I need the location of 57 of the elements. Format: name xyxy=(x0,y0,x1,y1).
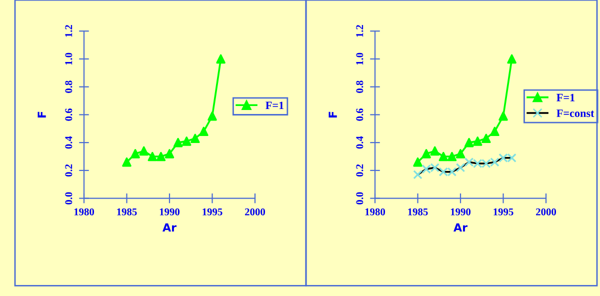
x-axis-title: Ar xyxy=(454,223,468,232)
point xyxy=(413,157,422,167)
y-tick-label: 0.4 xyxy=(356,136,364,149)
point xyxy=(456,163,466,172)
point xyxy=(130,149,140,158)
x-tick-label: 1985 xyxy=(408,208,428,216)
point xyxy=(139,146,148,156)
legend-label: F=1 xyxy=(266,102,284,110)
y-tick-label: 1.0 xyxy=(356,52,364,65)
x-tick-label: 1980 xyxy=(74,208,94,216)
point xyxy=(430,146,440,156)
x-tick-label: 2000 xyxy=(245,208,266,216)
point xyxy=(482,134,491,144)
point xyxy=(173,138,183,148)
y-tick-label: 1.2 xyxy=(356,25,364,37)
point xyxy=(498,111,508,121)
point xyxy=(456,149,466,158)
point xyxy=(148,152,158,162)
point xyxy=(122,157,132,167)
y-tick-label: 0.0 xyxy=(65,192,72,204)
y-tick-label: 0.0 xyxy=(356,192,364,204)
point xyxy=(464,138,474,148)
point xyxy=(413,170,422,180)
y-tick-label: 0.6 xyxy=(356,108,364,121)
point xyxy=(190,134,200,144)
x-tick-label: 1980 xyxy=(365,208,386,216)
point xyxy=(507,54,516,64)
legend-label: F=1 xyxy=(556,94,575,102)
point xyxy=(422,149,431,158)
point xyxy=(156,152,166,162)
y-axis-title: F xyxy=(38,112,46,118)
point xyxy=(199,126,208,136)
y-tick-label: 0.2 xyxy=(65,164,72,177)
y-tick-label: 1.0 xyxy=(65,52,72,65)
x-tick-label: 1990 xyxy=(450,208,471,216)
point xyxy=(438,152,448,162)
point xyxy=(164,149,174,158)
x-tick-label: 1995 xyxy=(494,208,514,216)
point xyxy=(216,54,226,64)
point xyxy=(182,136,192,146)
x-tick-label: 1985 xyxy=(117,208,137,216)
y-tick-label: 0.8 xyxy=(65,80,72,93)
y-tick-label: 0.8 xyxy=(356,80,364,93)
x-axis-title: Ar xyxy=(162,223,177,232)
point xyxy=(447,152,457,162)
point xyxy=(490,126,500,136)
legend-label: F=const xyxy=(556,110,594,118)
point xyxy=(472,136,482,146)
x-tick-label: 1995 xyxy=(202,208,222,216)
y-tick-label: 0.4 xyxy=(65,136,72,149)
y-tick-label: 0.6 xyxy=(65,108,72,121)
x-tick-label: 1990 xyxy=(160,208,180,216)
y-tick-label: 0.2 xyxy=(356,164,364,177)
point xyxy=(208,111,217,121)
x-tick-label: 2000 xyxy=(536,208,556,216)
y-axis-title: F xyxy=(328,112,337,118)
y-tick-label: 1.2 xyxy=(65,25,72,37)
